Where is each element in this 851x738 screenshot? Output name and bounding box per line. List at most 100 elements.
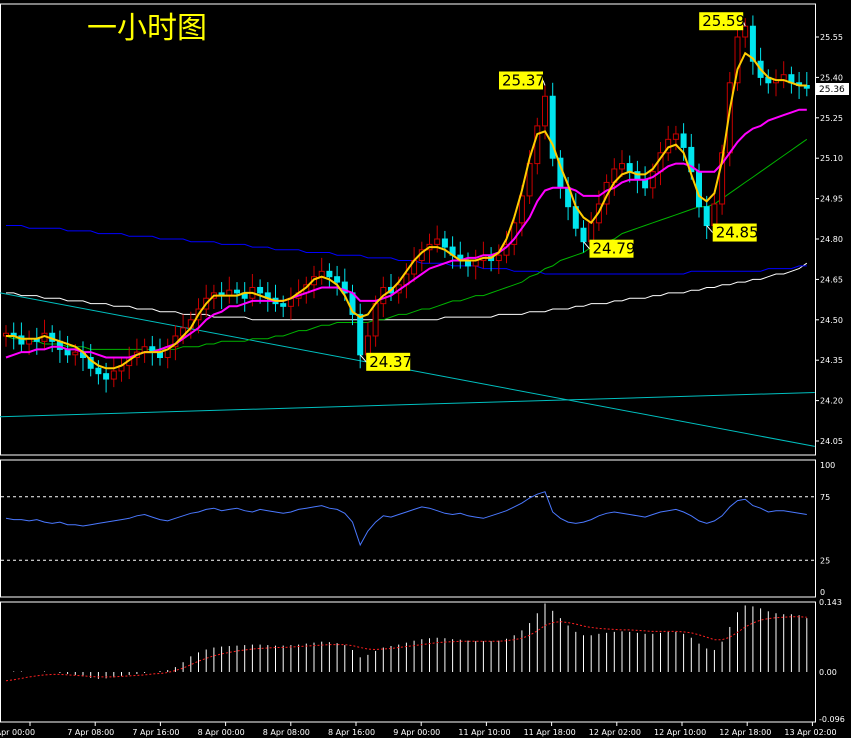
candle-body <box>672 133 679 140</box>
candle-body <box>110 370 117 380</box>
rsi-tick-label: 100 <box>820 461 835 470</box>
callout-label: 24.79 <box>593 240 636 258</box>
candle-body <box>72 351 79 356</box>
axis-labels: 25.55 25.40 25.25 25.10 24.95 24.80 24.65 24.50… <box>0 33 845 737</box>
callout-leader <box>706 225 714 233</box>
y-tick-label: 24.95 <box>820 195 843 204</box>
y-tick-label: 25.10 <box>820 154 843 163</box>
chart-frame <box>0 3 816 723</box>
candle-body <box>680 133 687 148</box>
candle-body <box>357 313 364 356</box>
chart-title: 一小时图 <box>87 11 207 46</box>
y-tick-label: 25.40 <box>820 73 843 82</box>
callout-leader <box>359 354 367 363</box>
candle-body <box>526 163 533 197</box>
x-tick-label: 12 Apr 02:00 <box>589 728 641 737</box>
y-tick-label: 24.05 <box>820 437 843 446</box>
candle-body <box>580 227 587 243</box>
candle-body <box>103 373 110 380</box>
moving-averages <box>5 51 807 370</box>
macd-panel <box>5 603 808 682</box>
rsi-tick-label: 25 <box>820 556 830 565</box>
x-tick-label: 8 Apr 00:00 <box>198 728 245 737</box>
main-lines <box>0 138 815 447</box>
candle-body <box>441 238 448 248</box>
ma-short-line <box>6 51 807 370</box>
callout-box <box>499 71 543 90</box>
callout-leader <box>583 241 590 250</box>
candle-body <box>749 25 756 62</box>
rsi-panel <box>1 491 815 561</box>
candle-body <box>734 36 741 84</box>
ma-longest-line <box>6 262 808 321</box>
macd-tick-label: 0.143 <box>819 598 842 607</box>
candle-body <box>326 270 333 278</box>
panel-frame-1 <box>0 459 816 598</box>
ma-longer-line <box>6 225 807 275</box>
y-tick-label: 25.25 <box>820 114 843 123</box>
macd-tick-label: 0.00 <box>819 668 837 677</box>
candle-body <box>534 125 541 165</box>
macd-signal-line <box>5 616 807 682</box>
candle-body <box>234 289 240 294</box>
candle-body <box>95 367 102 375</box>
x-tick-label: 7 Apr 16:00 <box>132 728 179 737</box>
candle-body <box>495 254 502 262</box>
x-tick-label: 12 Apr 10:00 <box>654 728 706 737</box>
annotations: 25.59 25.37 24.85 24.79 24.37 <box>359 12 759 371</box>
y-tick-label: 24.50 <box>820 316 843 325</box>
candle-body <box>626 163 633 173</box>
callout-box <box>699 12 744 31</box>
x-tick-label: 9 Apr 00:00 <box>393 728 440 737</box>
candle-body <box>542 95 548 127</box>
x-tick-label: 11 Apr 10:00 <box>458 728 510 737</box>
x-tick-label: 13 Apr 02:00 <box>784 728 836 737</box>
candle-body <box>434 238 441 245</box>
x-tick-label: 11 Apr 18:00 <box>524 728 576 737</box>
trendline-1 <box>0 392 815 418</box>
x-tick-label: 12 Apr 18:00 <box>719 728 771 737</box>
callout-label: 24.37 <box>369 353 412 371</box>
callout-box <box>589 239 634 258</box>
candle-body <box>711 203 718 227</box>
callout-label: 25.37 <box>502 71 545 89</box>
candle-body <box>341 281 348 294</box>
candle-body <box>372 303 379 337</box>
rsi-line <box>5 491 807 547</box>
callout-leader <box>742 21 746 27</box>
candle-body <box>18 335 25 345</box>
y-tick-label: 24.20 <box>820 397 843 406</box>
callout-label: 25.59 <box>702 12 745 30</box>
y-tick-label: 25.55 <box>820 33 843 42</box>
candles <box>3 15 810 393</box>
x-tick-label: 8 Apr 16:00 <box>328 728 375 737</box>
callout-box <box>366 352 411 371</box>
candle-body <box>642 179 649 189</box>
rsi-tick-label: 0 <box>820 588 825 597</box>
candle-body <box>257 286 264 294</box>
candle-body <box>703 206 710 227</box>
candle-body <box>719 152 726 205</box>
price-tag: 25.36 <box>815 83 849 95</box>
y-tick-label: 24.35 <box>820 356 843 365</box>
callout-leader <box>542 80 546 86</box>
candle-body <box>334 276 341 283</box>
x-tick-label: 7 Apr 00:00 <box>0 728 35 737</box>
x-tick-label: 8 Apr 08:00 <box>263 728 310 737</box>
candle-body <box>619 163 625 170</box>
x-tick-label: 7 Apr 08:00 <box>67 728 114 737</box>
panel-frame-0 <box>0 3 816 456</box>
macd-tick-label: -0.096 <box>819 715 845 724</box>
callout-label: 24.85 <box>716 224 759 242</box>
candle-body <box>511 222 518 245</box>
candle-body <box>280 303 287 307</box>
callout-box <box>712 223 757 242</box>
rsi-tick-label: 75 <box>820 493 830 502</box>
ma-long-line <box>5 138 808 350</box>
ma-mid-line <box>5 108 807 359</box>
y-tick-label: 24.80 <box>820 235 843 244</box>
candle-body <box>649 171 656 189</box>
price-tag-label: 25.36 <box>819 85 845 95</box>
candle-body <box>518 195 525 224</box>
